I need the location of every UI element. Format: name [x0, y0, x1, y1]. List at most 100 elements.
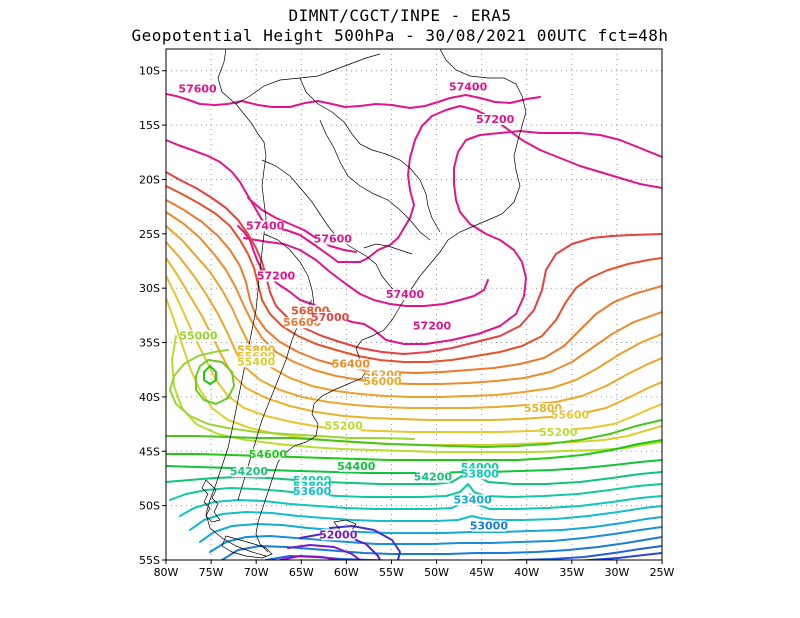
- contour-label-background: [387, 288, 422, 300]
- contour-label: 56600: [283, 316, 322, 329]
- contour-label: 57600: [314, 233, 353, 246]
- falkland-islands: [333, 519, 357, 531]
- contour-56000: [166, 241, 662, 409]
- contour-label: 57200: [257, 269, 296, 282]
- lat-tick-label: 25S: [139, 228, 160, 241]
- contour-label-background: [181, 330, 216, 342]
- contour-label: 52000: [319, 528, 358, 541]
- contour-54200: [166, 469, 662, 485]
- contour-54800-inner: [203, 365, 217, 385]
- contour-label-background: [315, 233, 350, 245]
- contour-label-background: [180, 83, 215, 95]
- contour-54000: [169, 483, 662, 501]
- contour-label: 55400: [237, 355, 276, 368]
- chile-fjords: [201, 479, 221, 523]
- lat-tick-label: 45S: [139, 445, 160, 458]
- contour-label-background: [321, 529, 356, 541]
- title-line-2: Geopotential Height 500hPa - 30/08/2021 …: [131, 26, 669, 45]
- lat-tick-label: 15S: [139, 119, 160, 132]
- tierra-del-fuego: [221, 535, 273, 559]
- contour-label-background: [239, 344, 274, 356]
- contour-55000-east: [227, 427, 415, 440]
- contour-label: 55600: [551, 409, 590, 422]
- lat-tick-label: 30S: [139, 282, 160, 295]
- contour-56200: [166, 225, 662, 398]
- contour-label-background: [250, 448, 285, 460]
- contour-label-background: [248, 220, 283, 232]
- contour-label-background: [415, 320, 450, 332]
- lon-tick-label: 40W: [514, 566, 539, 579]
- lon-tick-label: 50W: [424, 566, 449, 579]
- contour-label: 56000: [363, 375, 402, 388]
- contour-label: 54200: [230, 465, 269, 478]
- contour-53800: [179, 493, 662, 517]
- contour-label-background: [326, 420, 361, 432]
- contour-label: 53600: [293, 485, 332, 498]
- contour-label: 56400: [332, 358, 371, 371]
- lon-tick-label: 65W: [289, 566, 314, 579]
- contour-label-background: [471, 520, 506, 532]
- lon-tick-label: 55W: [379, 566, 404, 579]
- contour-label: 57400: [386, 288, 425, 301]
- contour-label-background: [339, 460, 374, 472]
- lat-tick-label: 20S: [139, 173, 160, 186]
- contour-label-background: [365, 375, 400, 387]
- contour-label-background: [553, 409, 588, 421]
- contour-51800: [279, 555, 339, 560]
- contour-52200: [299, 533, 381, 560]
- contour-54800-closed: [195, 359, 235, 405]
- contour-53400: [199, 516, 662, 543]
- contour-label-background: [259, 270, 294, 282]
- lon-tick-label: 75W: [199, 566, 224, 579]
- contour-57000: [166, 171, 662, 355]
- contour-label-background: [293, 305, 328, 317]
- contour-label-background: [525, 403, 560, 415]
- contour-54800: [166, 419, 662, 448]
- contour-label-background: [462, 461, 497, 473]
- contour-label-background: [462, 468, 497, 480]
- contour-label-background: [295, 485, 330, 497]
- contour-57400-south: [243, 237, 489, 307]
- contour-label: 54200: [414, 471, 453, 484]
- lat-tick-label: 10S: [139, 65, 160, 78]
- lat-tick-label: 35S: [139, 337, 160, 350]
- contour-label: 53800: [461, 467, 500, 480]
- contour-label: 55000: [179, 329, 218, 342]
- contour-label: 55800: [524, 402, 563, 415]
- contour-label-background: [451, 81, 486, 93]
- contour-label-background: [239, 356, 274, 368]
- axes: 80W 75W 70W 65W 60W 55W 50W 45W 40W 35W 30W 25W 10S 1…: [139, 65, 675, 579]
- contour-53200: [209, 526, 662, 553]
- contour-label-background: [478, 113, 513, 125]
- lon-tick-label: 30W: [604, 566, 629, 579]
- contour-label-background: [285, 317, 320, 329]
- contour-labels: 57600 57400 57200 57400 57600 57200 57400 57200…: [178, 80, 589, 541]
- lon-tick-label: 80W: [154, 566, 179, 579]
- contour-label: 53400: [453, 493, 492, 506]
- contour-57600-north: [166, 93, 541, 109]
- map-frame: [165, 48, 663, 561]
- contour-label-background: [313, 311, 348, 323]
- contour-label: 55200: [539, 426, 578, 439]
- contour-label: 54400: [337, 460, 376, 473]
- lat-tick-label: 55S: [139, 554, 160, 567]
- contour-label: 57400: [449, 80, 488, 93]
- contour-label: 57600: [178, 82, 217, 95]
- lon-tick-label: 70W: [244, 566, 269, 579]
- lon-tick-label: 60W: [334, 566, 359, 579]
- contour-56800: [166, 185, 662, 363]
- contour-55600: [166, 275, 662, 433]
- contour-label: 53000: [470, 520, 509, 533]
- contour-52000: [287, 544, 361, 560]
- contour-53000: [221, 536, 662, 560]
- contour-label: 57200: [413, 320, 452, 333]
- contour-label-background: [365, 369, 400, 381]
- contour-label-background: [231, 466, 266, 478]
- lat-tick-label: 40S: [139, 391, 160, 404]
- contour-56400: [166, 211, 662, 385]
- contour-57200: [237, 130, 662, 345]
- contour-label: 57200: [476, 113, 515, 126]
- contour-55000: [169, 349, 229, 429]
- contour-label: 54600: [249, 448, 288, 461]
